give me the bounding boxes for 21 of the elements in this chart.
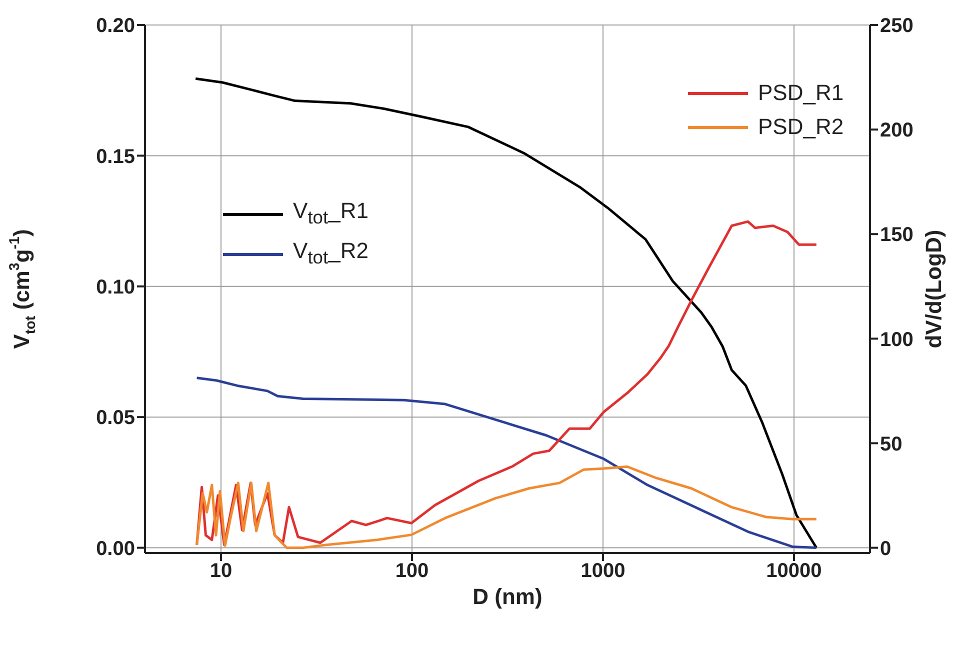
y2-tick-label: 200 [880, 120, 914, 142]
y2-tick-label: 0 [880, 538, 892, 560]
x-axis-title: D (nm) [472, 584, 542, 609]
y2-tick-label: 150 [880, 224, 914, 246]
legend-label: PSD_R1 [758, 79, 844, 107]
y2-tick-label: 100 [880, 328, 914, 351]
x-tick-label: 1000 [580, 560, 626, 582]
y-tick-label: 0.00 [96, 538, 135, 560]
legend-label: V$_{tot}$_R2 [293, 237, 368, 270]
x-tick-label: 10000 [766, 560, 822, 582]
legend-label: V$_{tot}$_R1 [293, 197, 368, 230]
y-tick-label: 0.05 [96, 407, 135, 430]
y2-axis-title: dV/d(LogD) [920, 230, 946, 348]
y2-tick-label: 250 [880, 15, 914, 38]
y-tick-label: 0.15 [96, 146, 135, 168]
x-tick-label: 100 [395, 560, 429, 582]
y-tick-label: 0.10 [96, 276, 135, 298]
x-tick-label: 10 [210, 560, 232, 582]
y2-tick-label: 50 [880, 433, 902, 456]
legend-label: PSD_R2 [758, 113, 844, 141]
y-tick-label: 0.20 [96, 15, 135, 38]
